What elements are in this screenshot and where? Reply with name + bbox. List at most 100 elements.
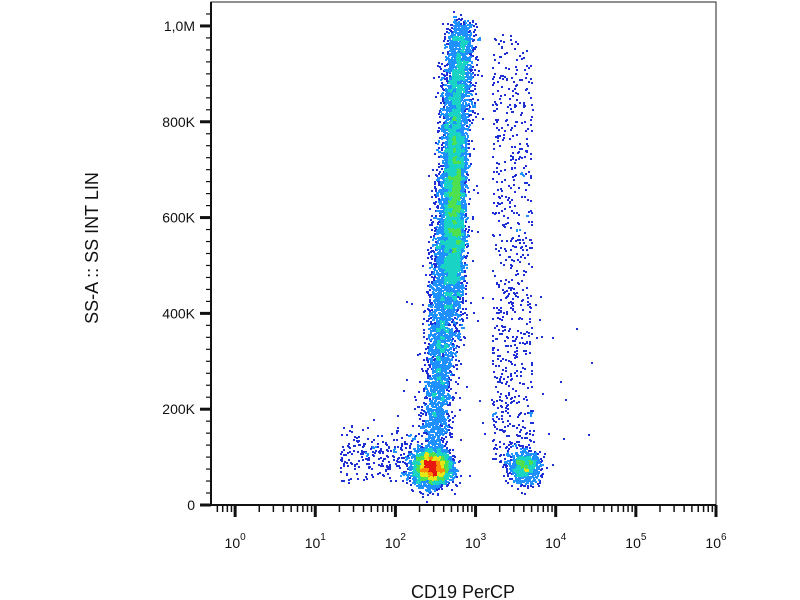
- data-point: [446, 471, 448, 473]
- data-point: [430, 262, 432, 264]
- data-point: [429, 375, 431, 377]
- data-point: [469, 475, 471, 477]
- data-point: [456, 470, 458, 472]
- data-point: [447, 375, 449, 377]
- data-point: [434, 490, 436, 492]
- data-point: [415, 466, 417, 468]
- data-point: [433, 463, 435, 465]
- data-point: [454, 469, 456, 471]
- data-point: [439, 480, 441, 482]
- data-point: [435, 456, 437, 458]
- data-point: [476, 185, 478, 187]
- data-point: [420, 472, 422, 474]
- data-point: [421, 475, 423, 477]
- data-point: [451, 36, 453, 38]
- data-point: [438, 62, 440, 64]
- data-point: [434, 477, 436, 479]
- data-point: [417, 354, 419, 356]
- data-point: [450, 459, 452, 461]
- data-point: [431, 457, 433, 459]
- data-point: [429, 462, 431, 464]
- data-point: [462, 102, 464, 104]
- data-point: [449, 470, 451, 472]
- data-point: [428, 413, 430, 415]
- data-point: [452, 481, 454, 483]
- data-point: [448, 458, 450, 460]
- data-point: [422, 323, 424, 325]
- data-point: [435, 96, 437, 98]
- data-point: [443, 482, 445, 484]
- data-point: [419, 463, 421, 465]
- data-point: [440, 461, 442, 463]
- data-point: [443, 472, 445, 474]
- data-point: [430, 434, 432, 436]
- data-point: [436, 466, 438, 468]
- data-point: [452, 449, 454, 451]
- data-point: [428, 491, 430, 493]
- data-point: [441, 466, 443, 468]
- data-point: [409, 480, 411, 482]
- data-point: [433, 482, 435, 484]
- data-point: [442, 451, 444, 453]
- data-point: [428, 318, 430, 320]
- data-point: [421, 435, 423, 437]
- data-point: [432, 478, 434, 480]
- data-point: [413, 460, 415, 462]
- data-point: [429, 267, 431, 269]
- data-point: [425, 489, 427, 491]
- data-point: [429, 454, 431, 456]
- data-point: [414, 455, 416, 457]
- data-point: [458, 461, 460, 463]
- data-point: [452, 468, 454, 470]
- data-point: [422, 493, 424, 495]
- data-point: [452, 465, 454, 467]
- data-point: [448, 473, 450, 475]
- data-point: [439, 454, 441, 456]
- data-point: [472, 55, 474, 57]
- data-point: [406, 482, 408, 484]
- data-point: [454, 317, 456, 319]
- data-point: [435, 482, 437, 484]
- data-point: [424, 342, 426, 344]
- data-point: [456, 476, 458, 478]
- data-point: [420, 479, 422, 481]
- data-point: [436, 463, 438, 465]
- data-point: [447, 481, 449, 483]
- data-point: [432, 469, 434, 471]
- data-point: [474, 112, 476, 114]
- data-point: [420, 469, 422, 471]
- data-point: [409, 460, 411, 462]
- data-point: [414, 482, 416, 484]
- data-point: [432, 471, 434, 473]
- data-point: [406, 465, 408, 467]
- data-point: [447, 451, 449, 453]
- data-point: [423, 452, 425, 454]
- data-point: [419, 453, 421, 455]
- data-point: [476, 64, 478, 66]
- data-point: [414, 448, 416, 450]
- data-point: [437, 92, 439, 94]
- data-point: [427, 480, 429, 482]
- data-point: [449, 479, 451, 481]
- data-point: [451, 472, 453, 474]
- data-point: [447, 477, 449, 479]
- data-point: [429, 274, 431, 276]
- data-point: [424, 461, 426, 463]
- data-point: [451, 479, 453, 481]
- data-point: [414, 458, 416, 460]
- data-point: [437, 455, 439, 457]
- data-point: [425, 426, 427, 428]
- data-point: [447, 484, 449, 486]
- data-point: [448, 466, 450, 468]
- data-point: [443, 469, 445, 471]
- data-point: [410, 462, 412, 464]
- data-point: [435, 451, 437, 453]
- data-point: [440, 459, 442, 461]
- data-point: [444, 465, 446, 467]
- data-point: [441, 473, 443, 475]
- data-point: [441, 448, 443, 450]
- data-point: [454, 462, 456, 464]
- data-point: [438, 462, 440, 464]
- data-point: [442, 461, 444, 463]
